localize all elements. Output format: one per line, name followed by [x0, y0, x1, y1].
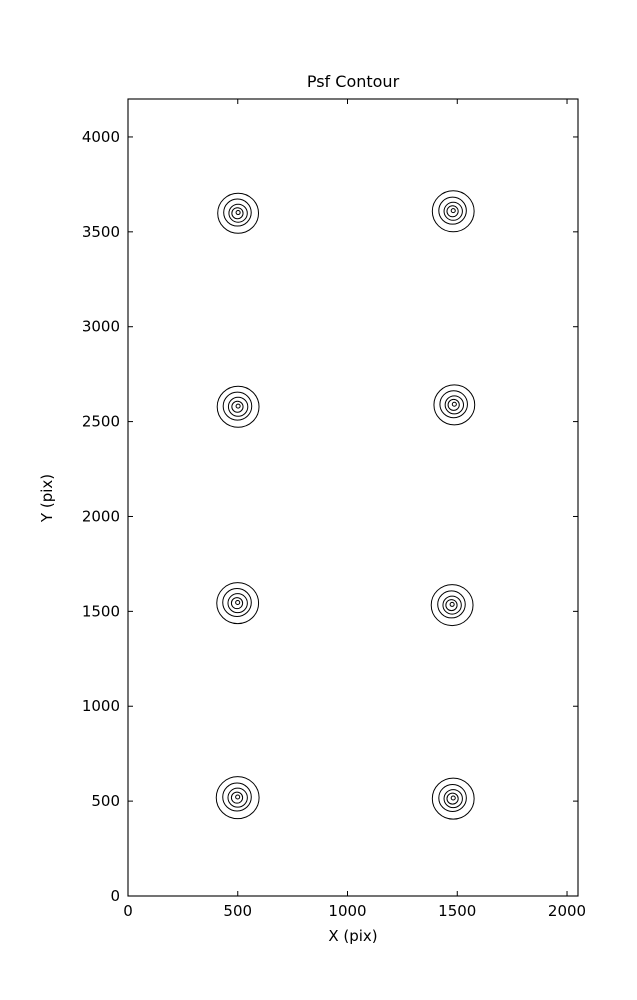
psf-contour-psf-7 — [215, 776, 260, 820]
y-tick-label: 1500 — [82, 602, 120, 620]
psf-contour-psf-6 — [430, 584, 474, 627]
psf-contour-psf-4 — [433, 384, 476, 426]
page-title: Psf Contour — [307, 72, 400, 91]
y-tick-label: 500 — [91, 792, 120, 810]
contour-level-3 — [228, 203, 248, 223]
contour-level-1 — [449, 601, 455, 607]
y-tick-label: 3500 — [82, 223, 120, 241]
contour-level-4 — [222, 391, 253, 421]
contour-level-1 — [235, 600, 241, 606]
y-tick-label: 3000 — [82, 318, 120, 336]
contour-level-5 — [215, 776, 260, 820]
y-tick-label: 1000 — [82, 697, 120, 715]
x-tick-label: 1000 — [328, 902, 366, 920]
axes-frame — [127, 98, 579, 897]
contours-group — [215, 190, 476, 820]
contour-level-5 — [216, 385, 260, 428]
contour-level-3 — [227, 787, 248, 808]
y-tick-label: 2500 — [82, 413, 120, 431]
contour-level-1 — [450, 795, 456, 801]
contour-level-3 — [443, 201, 463, 221]
contour-level-5 — [217, 192, 260, 234]
contour-level-3 — [443, 789, 463, 809]
tick-marks-group — [127, 99, 578, 897]
contour-level-4 — [437, 590, 466, 619]
x-tick-label: 2000 — [548, 902, 586, 920]
contour-level-2 — [447, 398, 460, 411]
contour-level-2 — [445, 599, 458, 612]
contour-level-4 — [439, 390, 468, 419]
contour-level-2 — [230, 791, 244, 804]
contour-level-5 — [433, 384, 476, 426]
contour-level-2 — [231, 400, 244, 413]
contour-level-5 — [216, 582, 260, 625]
psf-contour-psf-5 — [216, 582, 260, 625]
contour-level-3 — [442, 595, 462, 615]
contour-level-3 — [444, 395, 465, 415]
psf-contour-psf-8 — [431, 777, 475, 820]
y-axis-label: Y (pix) — [38, 474, 56, 523]
x-tick-label: 1500 — [438, 902, 476, 920]
contour-level-4 — [223, 198, 252, 227]
contour-level-1 — [235, 794, 241, 800]
contour-level-1 — [235, 403, 241, 409]
x-tick-label: 0 — [123, 902, 133, 920]
contour-level-1 — [450, 208, 456, 214]
contour-level-3 — [227, 593, 248, 614]
psf-contour-psf-3 — [216, 385, 260, 428]
contour-level-1 — [235, 210, 241, 216]
contour-level-1 — [451, 401, 457, 407]
plot-border — [127, 98, 579, 897]
contour-level-5 — [431, 190, 475, 233]
y-tick-label: 4000 — [82, 128, 120, 146]
psf-contour-psf-2 — [431, 190, 475, 233]
y-tick-label: 0 — [110, 887, 120, 905]
x-axis-label: X (pix) — [328, 927, 377, 945]
contour-level-2 — [231, 207, 244, 220]
contour-level-5 — [431, 777, 475, 820]
y-tick-label: 2000 — [82, 507, 120, 525]
contour-level-2 — [446, 205, 459, 218]
tick-labels-group: 0 500 1000 1500 2000 0 500 1000 1500 2000 2500 3000… — [82, 128, 586, 920]
x-tick-label: 500 — [223, 902, 252, 920]
contour-level-2 — [446, 792, 459, 805]
contour-level-4 — [438, 196, 467, 225]
contour-level-4 — [222, 588, 252, 618]
contour-level-4 — [222, 782, 252, 812]
contour-level-3 — [227, 396, 249, 417]
contour-level-4 — [438, 783, 467, 812]
contour-level-5 — [430, 584, 474, 627]
contour-level-2 — [230, 597, 244, 610]
psf-contour-psf-1 — [217, 192, 260, 234]
